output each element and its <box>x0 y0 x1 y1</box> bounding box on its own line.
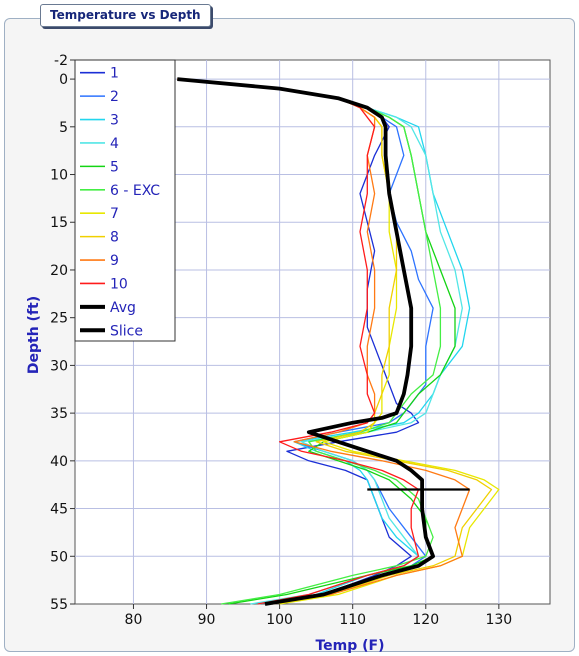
legend-label: 8 <box>110 230 119 246</box>
series-1-line <box>177 78 420 605</box>
series-avg-line <box>177 77 436 606</box>
legend-label: 5 <box>110 159 119 175</box>
x-tick-label: 130 <box>485 612 512 628</box>
legend-label: 7 <box>110 206 119 222</box>
legend-label: Avg <box>110 300 136 316</box>
y-tick-label: 5 <box>59 120 68 136</box>
x-axis-label: Temp (F) <box>315 638 384 654</box>
y-axis-label: Depth (ft) <box>26 296 42 374</box>
x-tick-label: 80 <box>125 612 143 628</box>
legend-label: 2 <box>110 89 119 105</box>
y-tick-label: 45 <box>50 502 68 518</box>
x-tick-label: 100 <box>266 612 293 628</box>
legend-label: 10 <box>110 276 128 292</box>
series-4-line <box>177 78 463 605</box>
series-3-line <box>177 78 471 605</box>
y-tick-label: 25 <box>50 311 68 327</box>
y-tick-label: 35 <box>50 406 68 422</box>
y-tick-label: 40 <box>50 454 68 470</box>
series-6-exc-line <box>177 78 442 605</box>
y-axis-ticks: -2 0 5 10 15 20 25 30 35 40 45 50 55 <box>50 53 75 613</box>
legend-label: 4 <box>110 136 119 152</box>
legend: 1 2 3 4 5 6 - EXC 7 8 9 10 Avg Slice <box>74 59 176 342</box>
legend-label: 1 <box>110 66 119 82</box>
x-axis-ticks: 80 90 100 110 120 130 <box>125 604 512 628</box>
y-tick-label: -2 <box>54 53 68 69</box>
y-tick-label: 50 <box>50 549 68 565</box>
y-tick-label: 20 <box>50 263 68 279</box>
legend-label: 6 - EXC <box>110 183 160 199</box>
legend-label: 9 <box>110 253 119 269</box>
legend-box <box>74 59 176 342</box>
x-tick-label: 110 <box>339 612 366 628</box>
series-lines <box>177 77 500 606</box>
y-tick-label: 0 <box>59 72 68 88</box>
x-tick-label: 120 <box>412 612 439 628</box>
y-tick-label: 55 <box>50 597 68 613</box>
y-tick-label: 15 <box>50 215 68 231</box>
x-tick-label: 90 <box>198 612 216 628</box>
y-tick-label: 10 <box>50 168 68 184</box>
legend-label: 3 <box>110 113 119 129</box>
legend-label: Slice <box>110 323 143 339</box>
y-tick-label: 30 <box>50 358 68 374</box>
panel-title: Temperature vs Depth <box>40 4 211 27</box>
